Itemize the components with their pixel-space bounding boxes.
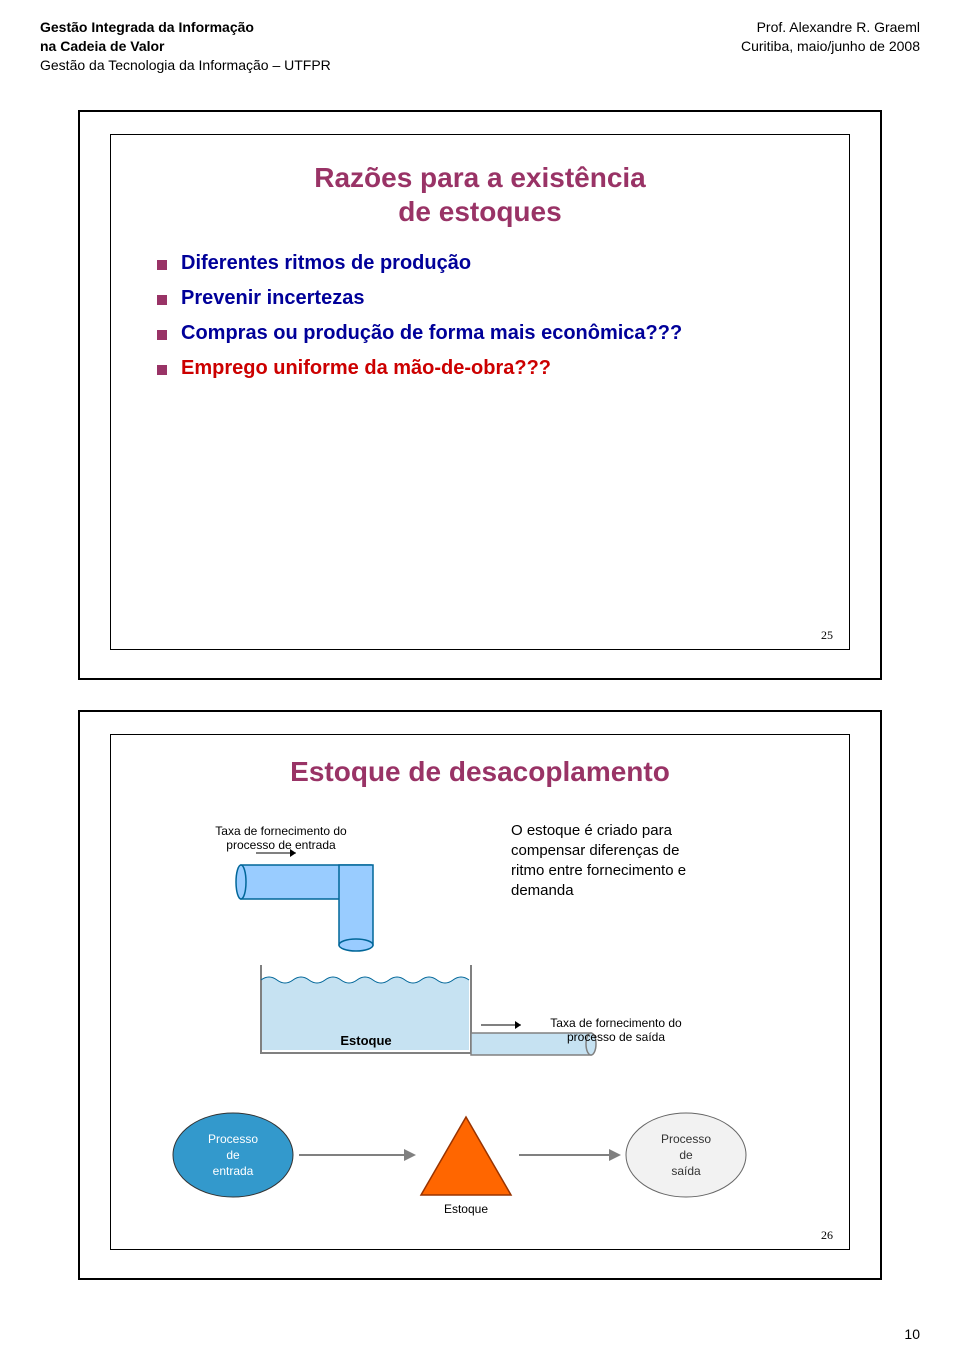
proc-in-1: Processo (208, 1132, 258, 1146)
header-right: Prof. Alexandre R. Graeml Curitiba, maio… (741, 18, 920, 88)
slide-25-number: 25 (821, 628, 833, 643)
triangle-label: Estoque (444, 1202, 488, 1216)
input-rate-label-2: processo de entrada (226, 838, 336, 852)
slide-26: Estoque de desacoplamento Taxa de fornec… (78, 710, 882, 1280)
slide-25-inner: Razões para a existência de estoques Dif… (110, 134, 850, 650)
proc-out-3: saída (671, 1164, 701, 1178)
desc-line-4: demanda (511, 882, 574, 899)
page-number: 10 (904, 1326, 920, 1342)
proc-in-3: entrada (213, 1164, 254, 1178)
header-author: Prof. Alexandre R. Graeml (741, 18, 920, 37)
bullet-ritmos: Diferentes ritmos de produção (157, 250, 819, 277)
bullet-emprego: Emprego uniforme da mão-de-obra??? (157, 355, 819, 382)
input-pipe-icon (236, 849, 373, 951)
page-header: Gestão Integrada da Informação na Cadeia… (40, 18, 920, 88)
header-title1: Gestão Integrada da Informação (40, 18, 331, 37)
slide-25-title-line1: Razões para a existência (314, 162, 646, 193)
slide-25-title-line2: de estoques (398, 196, 561, 227)
slide-25-bullets: Diferentes ritmos de produção Prevenir i… (157, 250, 819, 382)
input-rate-label-1: Taxa de fornecimento do (215, 824, 347, 838)
slide-26-diagram: Taxa de fornecimento do processo de entr… (111, 735, 851, 1235)
header-course: Gestão da Tecnologia da Informação – UTF… (40, 56, 331, 75)
slide-25: Razões para a existência de estoques Dif… (78, 110, 882, 680)
tank-label: Estoque (340, 1033, 391, 1048)
proc-out-2: de (679, 1148, 693, 1162)
bullet-incertezas: Prevenir incertezas (157, 285, 819, 312)
desc-line-1: O estoque é criado para (511, 822, 673, 839)
header-left: Gestão Integrada da Informação na Cadeia… (40, 18, 331, 88)
bullet-compras: Compras ou produção de forma mais econôm… (157, 320, 819, 347)
slide-26-inner: Estoque de desacoplamento Taxa de fornec… (110, 734, 850, 1250)
output-rate-label-2: processo de saída (567, 1030, 665, 1044)
desc-line-3: ritmo entre fornecimento e (511, 862, 686, 879)
proc-out-1: Processo (661, 1132, 711, 1146)
arrow-2-head-icon (609, 1149, 621, 1161)
arrow-1-head-icon (404, 1149, 416, 1161)
desc-line-2: compensar diferenças de (511, 842, 679, 859)
inventory-triangle-icon (421, 1117, 511, 1195)
slide-25-title: Razões para a existência de estoques (111, 161, 849, 228)
header-title2: na Cadeia de Valor (40, 37, 331, 56)
proc-in-2: de (226, 1148, 240, 1162)
header-date: Curitiba, maio/junho de 2008 (741, 37, 920, 56)
output-rate-label-1: Taxa de fornecimento do (550, 1016, 682, 1030)
slide-26-number: 26 (821, 1228, 833, 1243)
tank-icon (261, 965, 596, 1055)
